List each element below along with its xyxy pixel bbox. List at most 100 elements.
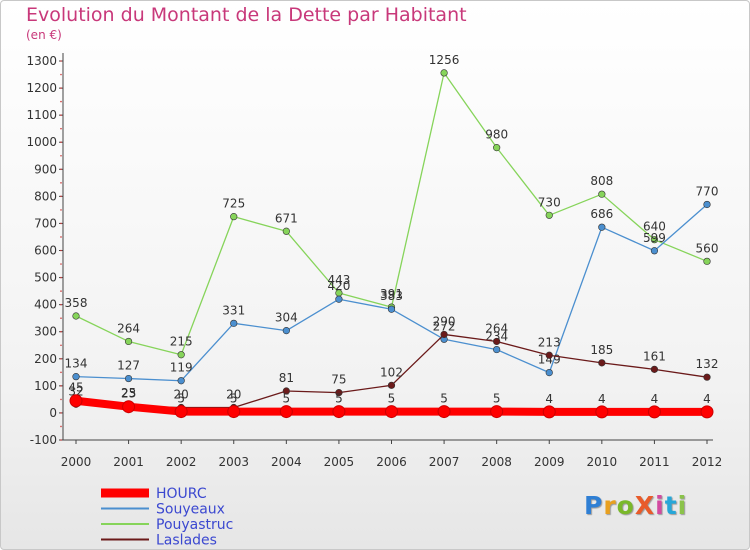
y-tick-label: 700: [34, 216, 57, 230]
data-label: 81: [279, 371, 294, 385]
data-point: [282, 387, 290, 395]
series-pouyastruc: 358 264 215 725 671 443 391 1256 980 730 808 640 560: [65, 53, 718, 359]
data-point: [122, 400, 136, 414]
data-point: [703, 373, 711, 381]
data-label: 5: [440, 392, 448, 406]
data-point: [282, 327, 290, 335]
data-label: 725: [222, 197, 245, 211]
x-tick-label: 2005: [324, 455, 355, 469]
y-minor-tick: [60, 209, 62, 211]
legend-label-souyeaux: Souyeaux: [156, 502, 225, 518]
y-tick-label: 1200: [26, 81, 57, 95]
data-point: [230, 319, 238, 327]
data-label: 5: [335, 392, 343, 406]
data-point: [703, 257, 711, 265]
data-label: 4: [598, 392, 606, 406]
data-point: [72, 312, 80, 320]
data-point: [440, 330, 448, 339]
y-minor-tick: [60, 236, 62, 238]
y-minor-tick: [60, 398, 62, 401]
y-tick-label: 1100: [26, 108, 57, 122]
data-label: 45: [68, 381, 83, 395]
y-minor-tick: [60, 385, 62, 387]
y-minor-tick: [60, 344, 62, 347]
x-tick-label: 2001: [113, 455, 144, 469]
data-label: 640: [643, 220, 666, 234]
y-minor-tick: [60, 290, 62, 292]
data-label: 980: [485, 128, 508, 142]
y-tick-label: 1300: [26, 54, 57, 68]
y-minor-tick: [60, 195, 62, 198]
data-point: [174, 405, 188, 419]
data-point: [124, 374, 133, 383]
data-label: 185: [590, 343, 613, 357]
y-tick-label: 500: [34, 271, 57, 285]
y-tick-label: 0: [49, 406, 57, 420]
x-tick-label: 2003: [218, 455, 249, 469]
y-tick-label: 200: [34, 352, 57, 366]
legend-label-laslades: Laslades: [156, 533, 217, 549]
data-label: 290: [433, 314, 456, 328]
data-label: 1256: [429, 53, 460, 67]
data-label: 20: [226, 388, 241, 402]
data-point: [545, 351, 553, 359]
chart-title: Evolution du Montant de la Dette par Hab…: [26, 4, 467, 26]
data-label: 5: [177, 392, 185, 406]
y-minor-tick: [60, 114, 62, 116]
data-point: [650, 247, 659, 255]
x-tick-label: 2002: [166, 455, 197, 469]
data-point: [385, 405, 398, 419]
data-label: 808: [590, 174, 613, 188]
legend-label-pouyastruc: Pouyastruc: [156, 517, 233, 533]
x-tick-label: 2009: [534, 455, 565, 469]
data-point: [230, 213, 238, 221]
y-tick-label: 600: [34, 244, 57, 258]
data-label: 213: [538, 335, 561, 349]
y-minor-tick: [60, 303, 62, 306]
data-label: 5: [230, 392, 238, 406]
data-point: [387, 305, 396, 313]
data-label: 4: [703, 392, 711, 406]
data-label: 272: [433, 319, 456, 333]
x-tick-label: 2000: [61, 455, 92, 469]
data-point: [282, 227, 290, 235]
data-label: 102: [380, 365, 403, 379]
proxiti-logo: ProXiti: [584, 491, 687, 520]
data-label: 443: [327, 273, 350, 287]
data-point: [598, 190, 606, 198]
y-minor-tick: [60, 87, 62, 89]
data-label: 599: [643, 231, 666, 245]
data-point: [545, 211, 553, 219]
data-point: [177, 377, 185, 385]
data-label: 127: [117, 359, 140, 373]
x-tick-label: 2010: [587, 455, 618, 469]
data-label: 358: [65, 296, 88, 310]
y-tick-label: 100: [34, 379, 57, 393]
y-tick-label: 900: [34, 162, 57, 176]
y-minor-tick: [60, 276, 62, 279]
data-point: [703, 200, 711, 209]
data-label: 730: [538, 195, 561, 209]
data-label: 5: [493, 392, 501, 406]
y-minor-tick: [60, 141, 62, 144]
data-label: 75: [331, 373, 346, 387]
x-tick-label: 2011: [639, 455, 670, 469]
data-point: [545, 368, 553, 377]
data-label: 770: [696, 184, 719, 198]
x-tick-label: 2008: [481, 455, 512, 469]
logo-letter: t: [664, 491, 678, 520]
y-minor-tick: [60, 371, 62, 374]
data-point: [493, 345, 501, 354]
y-tick-label: 800: [34, 189, 57, 203]
y-tick-label: 400: [34, 298, 57, 312]
data-label: 20: [174, 388, 189, 402]
data-point: [69, 394, 83, 408]
data-label: 686: [590, 207, 613, 221]
data-point: [387, 381, 396, 389]
logo-letter: X: [634, 491, 656, 520]
data-label: 4: [545, 392, 553, 406]
data-point: [335, 389, 343, 397]
data-label: 420: [327, 279, 350, 293]
data-label: 5: [388, 392, 396, 406]
